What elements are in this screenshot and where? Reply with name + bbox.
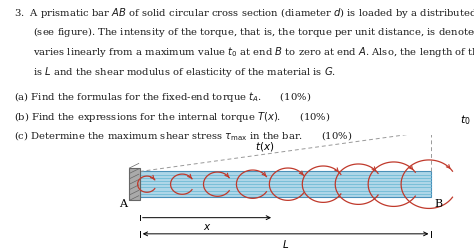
Text: (a) Find the formulas for the fixed-end torque $t_A$.      (10%): (a) Find the formulas for the fixed-end … bbox=[14, 90, 311, 104]
Text: $x$: $x$ bbox=[202, 221, 211, 231]
Text: $t_0$: $t_0$ bbox=[460, 113, 471, 127]
Text: $t(x)$: $t(x)$ bbox=[255, 139, 275, 152]
Text: varies linearly from a maximum value $t_0$ at end $B$ to zero at end $A$. Also, : varies linearly from a maximum value $t_… bbox=[33, 45, 474, 59]
Text: A: A bbox=[119, 198, 127, 208]
Text: is $L$ and the shear modulus of elasticity of the material is $G$.: is $L$ and the shear modulus of elastici… bbox=[33, 64, 337, 78]
Text: 3.  A prismatic bar $AB$ of solid circular cross section (diameter $d$) is loade: 3. A prismatic bar $AB$ of solid circula… bbox=[14, 6, 474, 20]
Text: (see figure). The intensity of the torque, that is, the torque per unit distance: (see figure). The intensity of the torqu… bbox=[33, 25, 474, 39]
Bar bbox=[129, 168, 140, 200]
Bar bbox=[140, 172, 431, 197]
Text: (b) Find the expressions for the internal torque $T(x)$.      (10%): (b) Find the expressions for the interna… bbox=[14, 109, 331, 123]
Text: $L$: $L$ bbox=[282, 237, 289, 249]
Text: B: B bbox=[434, 198, 442, 208]
Text: (c) Determine the maximum shear stress $\tau_\mathrm{max}$ in the bar.      (10%: (c) Determine the maximum shear stress $… bbox=[14, 129, 353, 142]
